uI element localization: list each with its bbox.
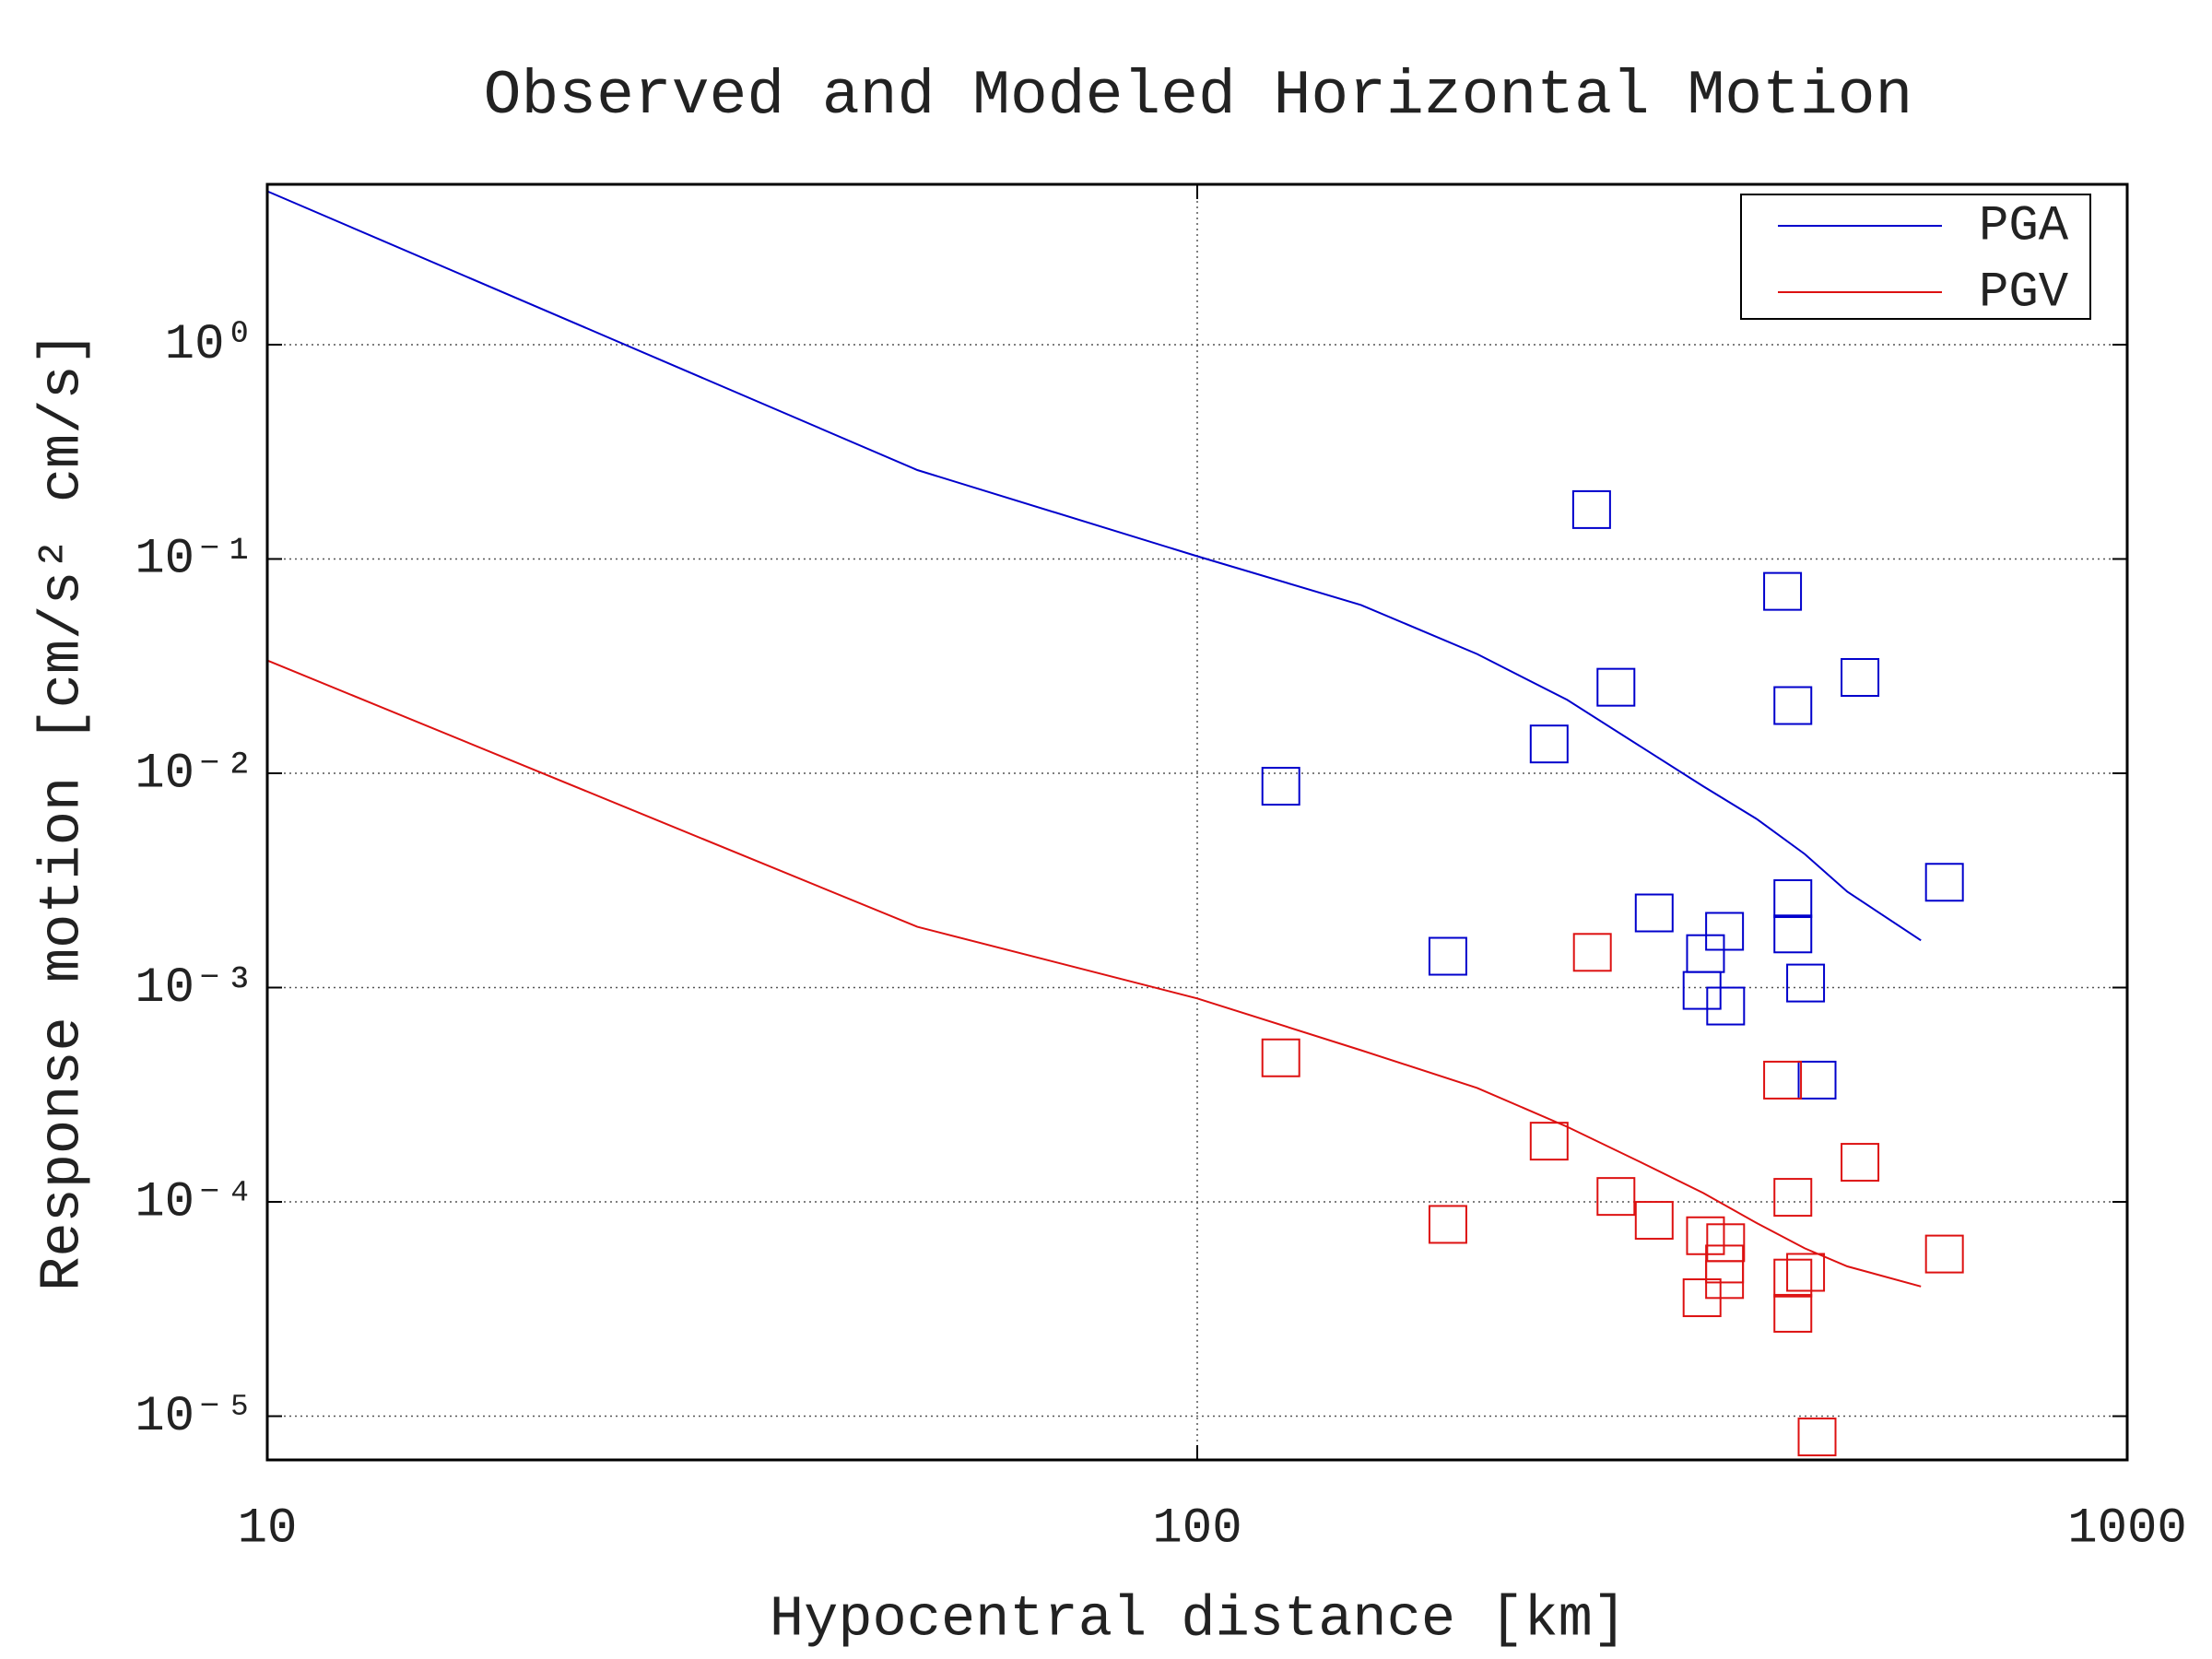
model-line xyxy=(266,190,1922,942)
y-tick-label: 10⁻⁵ xyxy=(135,1389,254,1445)
y-tick-label: 10⁻¹ xyxy=(135,532,254,588)
observed-marker xyxy=(1773,686,1813,725)
observed-marker xyxy=(1596,1177,1636,1217)
observed-marker xyxy=(1841,658,1880,698)
model-line xyxy=(266,659,1922,1288)
observed-marker xyxy=(1529,724,1569,764)
observed-marker xyxy=(1763,1060,1803,1100)
observed-marker xyxy=(1797,1418,1837,1457)
observed-marker xyxy=(1773,879,1813,919)
x-tick-label: 10 xyxy=(238,1500,298,1557)
observed-marker xyxy=(1428,936,1467,976)
y-tick-label: 10⁰ xyxy=(165,317,254,373)
legend-box xyxy=(1740,194,2091,320)
observed-marker xyxy=(1682,971,1722,1010)
observed-marker xyxy=(1763,571,1803,611)
observed-marker xyxy=(1682,1278,1722,1318)
observed-marker xyxy=(1786,963,1826,1003)
x-tick-label: 1000 xyxy=(2067,1500,2187,1557)
observed-marker xyxy=(1261,767,1300,806)
observed-marker xyxy=(1924,863,1964,902)
observed-marker xyxy=(1634,1201,1674,1241)
observed-marker xyxy=(1706,1223,1746,1263)
observed-marker xyxy=(1841,1143,1880,1182)
observed-marker xyxy=(1773,1178,1813,1218)
chart-title: Observed and Modeled Horizontal Motion xyxy=(484,61,1913,132)
legend-label: PGV xyxy=(1979,265,2069,321)
observed-marker xyxy=(1572,933,1612,972)
observed-marker xyxy=(1786,1253,1826,1292)
observed-marker xyxy=(1261,1038,1300,1077)
plot-frame xyxy=(265,182,2129,1462)
observed-marker xyxy=(1428,1205,1467,1244)
observed-marker xyxy=(1773,1293,1813,1333)
observed-marker xyxy=(1773,1258,1813,1298)
x-axis-label: Hypocentral distance [km] xyxy=(770,1586,1627,1652)
observed-marker xyxy=(1529,1122,1569,1161)
observed-marker xyxy=(1773,914,1813,954)
y-tick-label: 10⁻² xyxy=(135,746,254,802)
observed-marker xyxy=(1706,986,1746,1026)
observed-marker xyxy=(1596,667,1636,707)
observed-marker xyxy=(1797,1060,1837,1100)
observed-marker xyxy=(1924,1234,1964,1274)
y-tick-label: 10⁻⁴ xyxy=(135,1174,254,1230)
x-tick-label: 100 xyxy=(1152,1500,1241,1557)
y-tick-label: 10⁻³ xyxy=(135,960,254,1017)
legend-label: PGA xyxy=(1979,198,2069,254)
observed-marker xyxy=(1571,489,1611,529)
y-axis-label: Response motion [cm/s² cm/s] xyxy=(29,331,95,1291)
observed-marker xyxy=(1634,893,1674,933)
